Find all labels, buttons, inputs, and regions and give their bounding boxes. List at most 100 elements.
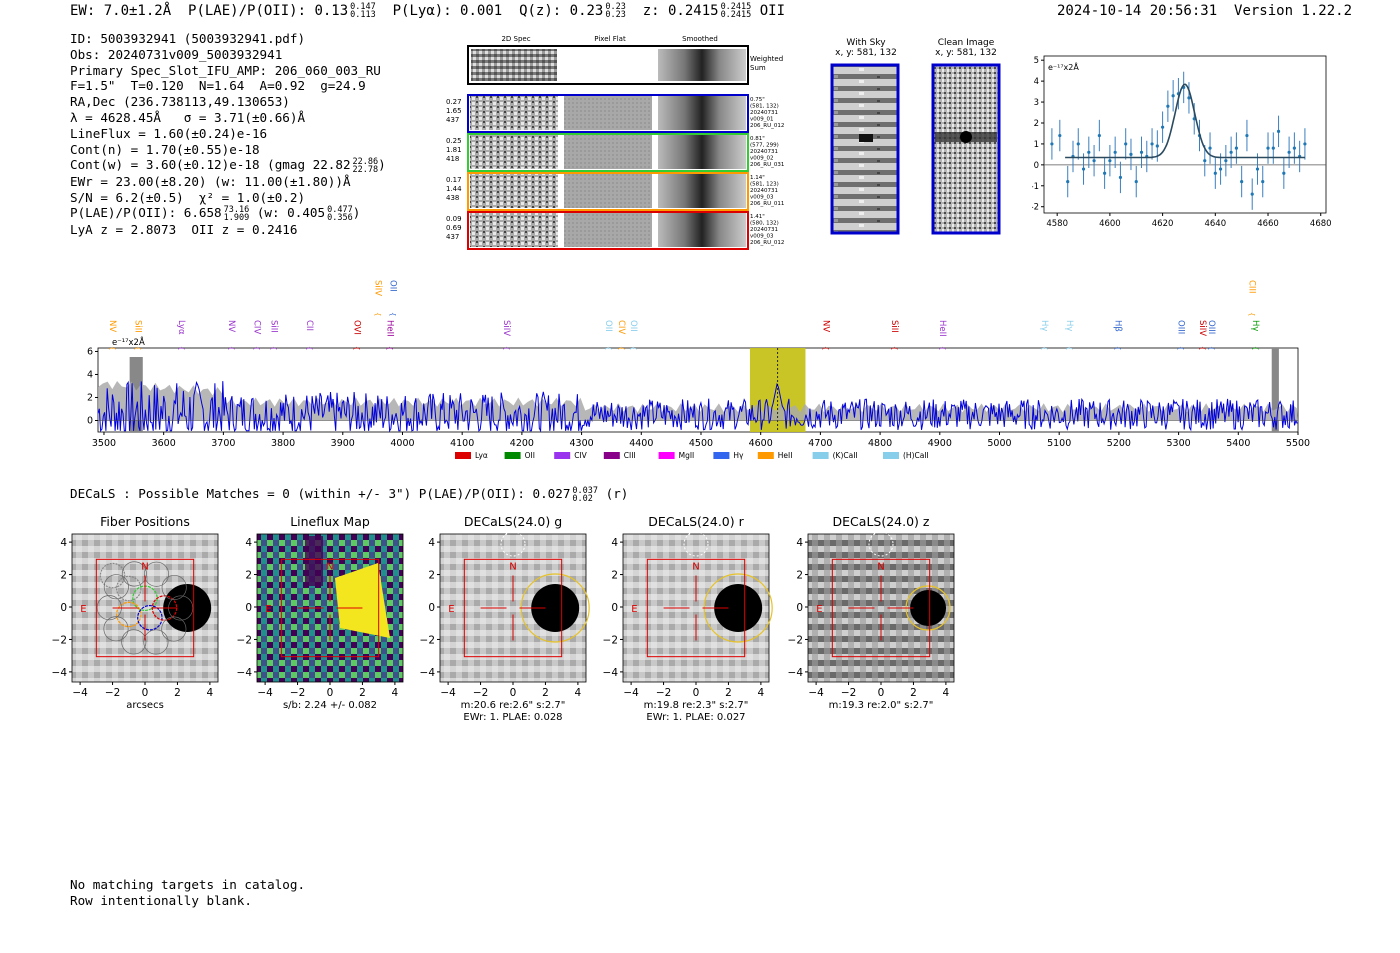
fit-point — [1276, 129, 1281, 133]
panel-caption-2: EWr: 1. PLAE: 0.028 — [463, 712, 562, 723]
xtick-label: 2 — [359, 687, 366, 699]
fiber-circle-outer — [161, 574, 187, 600]
ytick-label: 2 — [611, 570, 618, 582]
spectrum-flux — [97, 380, 1298, 433]
legend-swatch — [757, 452, 774, 459]
fit-point — [1092, 159, 1096, 163]
legend-swatch — [504, 452, 521, 459]
fit-point — [1171, 94, 1175, 98]
spectrum-xtick-label: 4200 — [510, 438, 534, 449]
east-label: E — [448, 604, 454, 615]
z-line: OII — [759, 3, 786, 19]
legend-label: HeII — [778, 451, 793, 460]
cutout-row-stats-3: 0.09 0.69 437 — [446, 215, 462, 241]
cutout-flat-0 — [564, 96, 652, 130]
spectrum-xtick-label: 5300 — [1167, 438, 1191, 449]
fit-point — [1166, 104, 1170, 108]
fit-point — [1113, 150, 1117, 154]
ytick-label: 0 — [611, 602, 618, 614]
panel-caption-2: EWr: 1. PLAE: 0.027 — [646, 712, 745, 723]
cutout-stat-0-1: 1.65 — [446, 107, 462, 115]
fit-point — [1213, 171, 1217, 175]
fit-point — [1261, 180, 1265, 184]
line-tick-mark: { — [1113, 346, 1121, 350]
ytick-label: 2 — [428, 570, 435, 582]
legend-label: MgII — [679, 451, 695, 460]
fit-point — [1271, 146, 1275, 150]
neighbor-circle — [683, 531, 709, 557]
cutout-stat-2-2: 438 — [446, 194, 459, 202]
ytick-label: −2 — [420, 634, 435, 646]
fiber-circle-outer — [143, 561, 170, 587]
cutout-row-meta-2: 1.14" (581, 123) 20240731 v009_03 206_RU_011 — [750, 175, 784, 207]
line-label-civ: CIV — [251, 320, 261, 334]
fit-ytick-label: -2 — [1032, 203, 1039, 213]
fit-point — [1103, 171, 1107, 175]
panel-title: DECaLS(24.0) g — [464, 514, 562, 529]
xtick-label: −2 — [105, 687, 120, 699]
spectrum-xtick-label: 3700 — [211, 438, 235, 449]
detection-id: ID: 5003932941 (5003932941.pdf) — [70, 31, 306, 46]
fit-ytick-label: 0 — [1034, 161, 1039, 171]
xtick-label: −4 — [623, 687, 639, 699]
cutout-stat-3-1: 0.69 — [446, 224, 462, 232]
cutout-flat-2 — [564, 174, 652, 208]
panel-caption: m:19.8 re:2.3" s:2.7" — [644, 700, 749, 711]
fiber-circle-outer — [121, 629, 147, 655]
fit-point — [1058, 133, 1062, 138]
fit-point — [1050, 142, 1054, 146]
ytick-label: 4 — [245, 537, 252, 549]
line-label-lyα: Lyα — [176, 320, 186, 335]
spectrum-xtick-label: 4400 — [629, 438, 653, 449]
plya-value: P(Lyα): 0.001 — [392, 3, 503, 19]
cutout-row-frame-1 — [467, 133, 749, 172]
north-label: N — [692, 561, 699, 572]
primary-slot: Primary Spec_Slot_IFU_AMP: 206_060_003_R… — [70, 62, 381, 78]
fiber-circle-outer — [143, 629, 169, 655]
legend-swatch — [554, 452, 571, 459]
fit-point — [1245, 133, 1249, 138]
cutout-2d-0 — [470, 96, 558, 130]
catalog-note: No matching targets in catalog. Row inten… — [70, 877, 305, 909]
fit-xtick-label: 4640 — [1204, 219, 1226, 229]
clean-source — [960, 131, 972, 143]
aperture-box — [463, 558, 563, 658]
z-lower: 0.2415 — [720, 10, 752, 20]
fit-ytick-label: 4 — [1034, 77, 1039, 87]
line-label-oii: OII — [388, 280, 398, 292]
cutout-2d-3 — [470, 213, 558, 247]
decals-title: DECaLS : Possible Matches = 0 (within +/… — [70, 486, 571, 501]
ytick-label: −2 — [52, 634, 67, 646]
cutout-meta-1-3: v009_02 — [750, 156, 774, 162]
header-meta: 2024-10-14 20:56:31 Version 1.22.2 — [1057, 3, 1352, 19]
fit-point — [1224, 159, 1228, 163]
error-envelope — [98, 381, 1298, 421]
xtick-label: −2 — [841, 687, 856, 699]
xtick-label: 0 — [693, 687, 700, 699]
cutout-smooth-3 — [658, 213, 746, 247]
line-label-ciii: CIII — [1247, 280, 1257, 293]
cutout-meta-0-3: v009_01 — [750, 117, 774, 123]
xtick-label: −2 — [473, 687, 488, 699]
east-label: E — [631, 604, 637, 615]
fiber-circle — [99, 562, 126, 589]
cutout-meta-3-1: (580, 132) — [750, 221, 779, 227]
cutout-stat-3-0: 0.09 — [446, 215, 462, 223]
fit-point — [1187, 96, 1191, 100]
fit-point — [1282, 171, 1286, 175]
line-tick-mark: { — [502, 346, 510, 350]
col-2d-spec: 2D Spec — [501, 35, 530, 43]
gmag-lower: 22.78 — [352, 164, 379, 175]
legend-swatch — [883, 452, 899, 459]
cutout-meta-3-3: v009_03 — [750, 234, 774, 240]
spectrum-ytick-label: 4 — [87, 369, 93, 380]
cutout-flat-1 — [564, 135, 652, 169]
ytick-label: −4 — [52, 667, 67, 679]
fit-xtick-label: 4580 — [1046, 219, 1068, 229]
ytick-label: 4 — [428, 537, 435, 549]
legend-label: (K)CaII — [833, 451, 858, 460]
cutout-meta-3-0: 1.41" — [750, 214, 765, 220]
cutout-meta-2-4: 206_RU_011 — [750, 201, 784, 207]
cutout-2d-1 — [470, 135, 558, 169]
xtick-label: 4 — [758, 687, 765, 699]
